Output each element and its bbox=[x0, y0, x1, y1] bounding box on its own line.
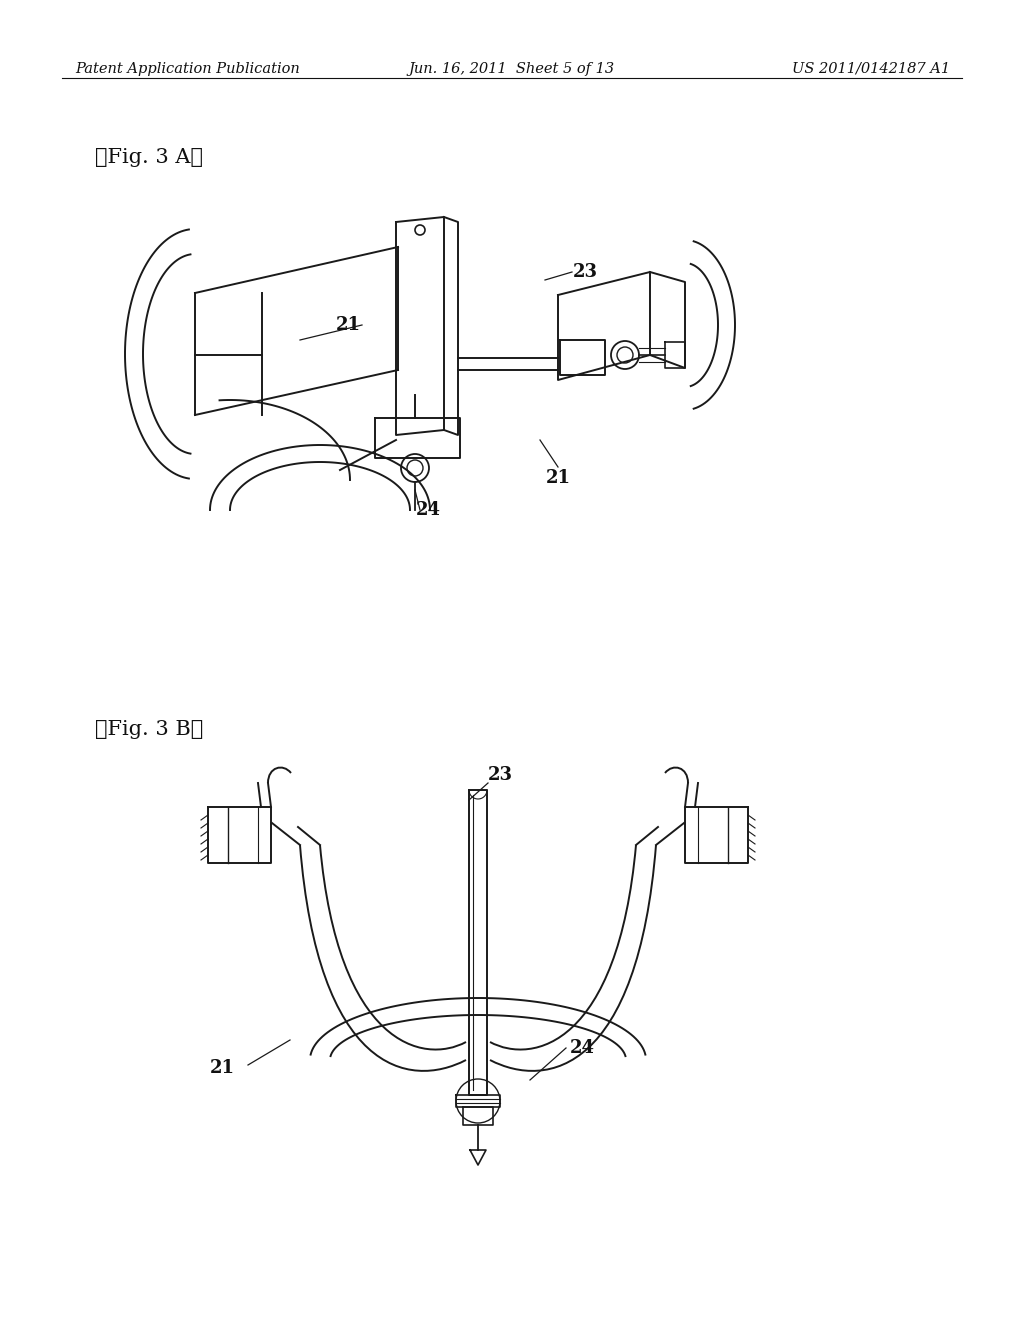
Text: 21: 21 bbox=[546, 469, 570, 487]
Text: 23: 23 bbox=[572, 263, 597, 281]
Text: 『Fig. 3 B』: 『Fig. 3 B』 bbox=[95, 719, 203, 739]
Text: 24: 24 bbox=[416, 502, 440, 519]
Text: US 2011/0142187 A1: US 2011/0142187 A1 bbox=[792, 62, 950, 77]
Text: 21: 21 bbox=[210, 1059, 234, 1077]
Text: 21: 21 bbox=[336, 315, 360, 334]
Text: 24: 24 bbox=[569, 1039, 595, 1057]
Text: Jun. 16, 2011  Sheet 5 of 13: Jun. 16, 2011 Sheet 5 of 13 bbox=[409, 62, 615, 77]
Text: Patent Application Publication: Patent Application Publication bbox=[75, 62, 300, 77]
Text: 『Fig. 3 A』: 『Fig. 3 A』 bbox=[95, 148, 203, 168]
Text: 23: 23 bbox=[487, 766, 512, 784]
